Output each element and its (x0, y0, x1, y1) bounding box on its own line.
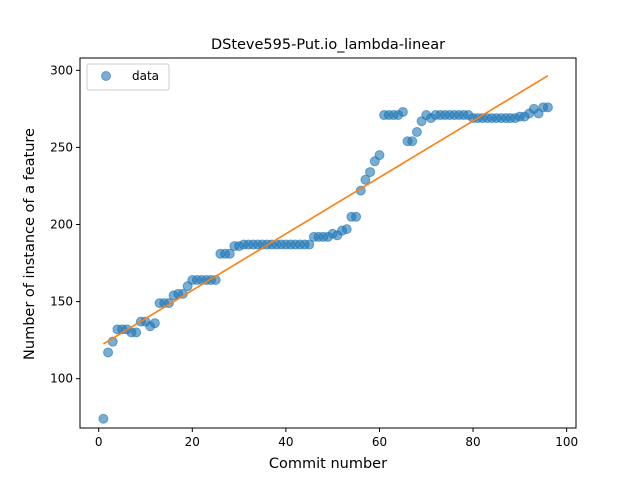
legend-label: data (132, 69, 159, 83)
x-tick-label: 40 (278, 435, 293, 449)
data-point (103, 347, 114, 358)
y-tick-label: 100 (50, 372, 73, 386)
data-point (542, 102, 553, 113)
y-axis-label: Number of instance of a feature (22, 128, 38, 360)
data-point (407, 136, 418, 147)
data-point (131, 327, 142, 338)
data-point (397, 106, 408, 117)
data-point (304, 239, 315, 250)
x-tick-label: 0 (95, 435, 103, 449)
legend: data (86, 63, 170, 91)
fit-line (102, 75, 549, 345)
data-point (224, 248, 235, 259)
data-point (411, 127, 422, 137)
x-axis-label: Commit number (269, 456, 387, 472)
x-tick-label: 80 (465, 435, 480, 449)
y-tick-label: 300 (50, 63, 73, 77)
data-point (98, 413, 109, 424)
plot-area (79, 57, 577, 429)
y-tick-label: 200 (50, 218, 73, 232)
data-point (365, 167, 376, 178)
data-point (149, 318, 160, 329)
data-point (351, 211, 362, 222)
legend-frame (86, 63, 170, 91)
x-tick-label: 100 (555, 435, 578, 449)
axes-frame (79, 57, 577, 429)
y-tick-label: 250 (50, 140, 73, 154)
x-tick-label: 60 (372, 435, 387, 449)
data-point (360, 174, 371, 185)
x-tick-label: 20 (185, 435, 200, 449)
chart-title: DSteve595-Put.io_lambda-linear (211, 37, 445, 53)
y-axis: 100 150 200 250 300 (50, 63, 80, 386)
data-point (341, 224, 352, 235)
data-point (374, 150, 385, 161)
x-axis: 0 20 40 60 80 100 (95, 428, 578, 449)
legend-marker (101, 71, 111, 81)
y-tick-label: 150 (50, 295, 73, 309)
